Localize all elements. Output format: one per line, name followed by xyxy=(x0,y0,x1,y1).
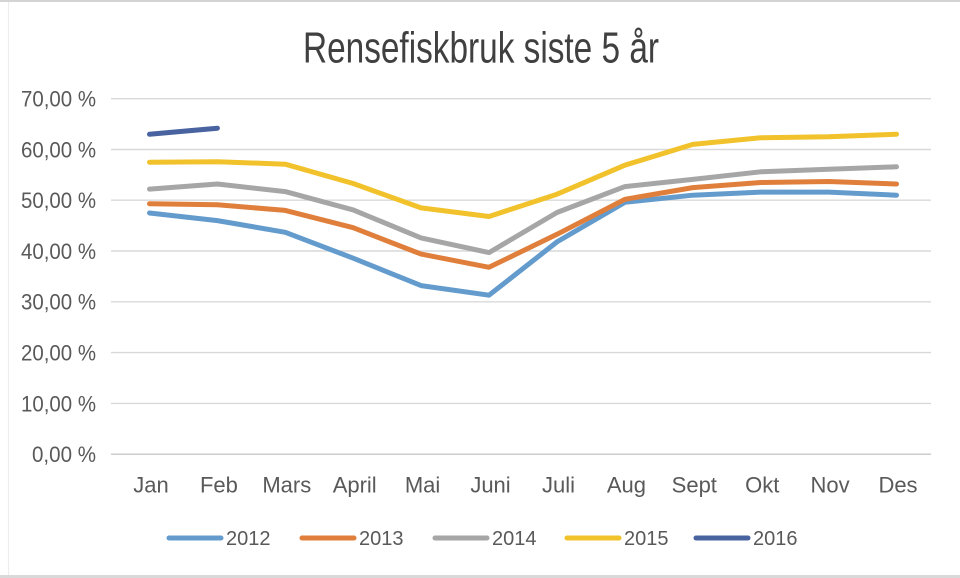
svg-text:April: April xyxy=(333,473,377,498)
svg-text:60,00 %: 60,00 % xyxy=(21,137,96,162)
svg-text:20,00 %: 20,00 % xyxy=(21,341,96,366)
svg-text:Jan: Jan xyxy=(133,473,168,498)
svg-text:Mai: Mai xyxy=(405,473,440,498)
svg-text:2016: 2016 xyxy=(753,528,798,550)
svg-text:10,00 %: 10,00 % xyxy=(21,391,96,416)
svg-text:2014: 2014 xyxy=(492,528,537,550)
svg-text:2015: 2015 xyxy=(624,528,669,550)
svg-text:Juni: Juni xyxy=(470,473,510,498)
svg-text:30,00 %: 30,00 % xyxy=(21,290,96,315)
svg-text:Juli: Juli xyxy=(542,473,575,498)
svg-text:Rensefiskbruk siste 5 år: Rensefiskbruk siste 5 år xyxy=(303,24,659,73)
svg-text:2013: 2013 xyxy=(359,528,404,550)
svg-text:Sept: Sept xyxy=(672,473,717,498)
svg-text:Aug: Aug xyxy=(607,473,646,498)
svg-text:50,00 %: 50,00 % xyxy=(21,188,96,213)
svg-text:0,00 %: 0,00 % xyxy=(32,442,96,467)
svg-text:Okt: Okt xyxy=(745,473,779,498)
svg-text:40,00 %: 40,00 % xyxy=(21,239,96,264)
svg-text:Nov: Nov xyxy=(811,473,850,498)
svg-text:Des: Des xyxy=(878,473,917,498)
svg-text:Feb: Feb xyxy=(200,473,238,498)
svg-text:2012: 2012 xyxy=(226,528,271,550)
svg-text:70,00 %: 70,00 % xyxy=(21,87,96,112)
svg-text:Mars: Mars xyxy=(262,473,311,498)
